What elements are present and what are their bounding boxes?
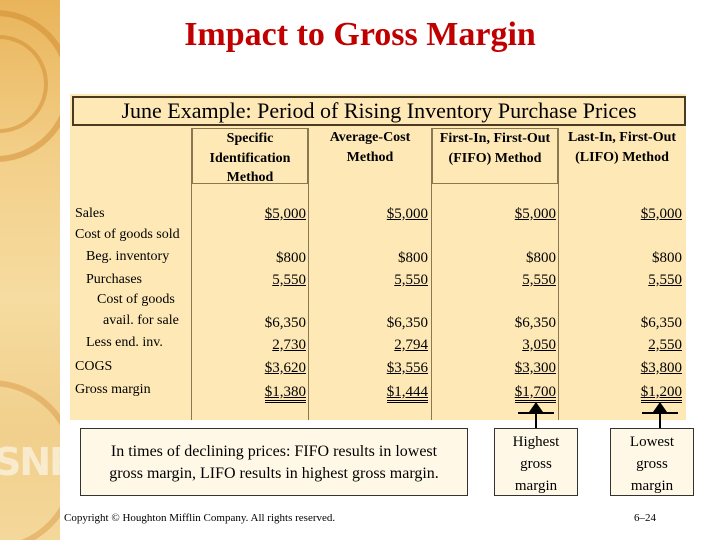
cell-beg-inv-fifo: $800	[526, 250, 556, 266]
row-label-cost-avail-1: Cost of goods	[97, 292, 175, 307]
cell-cost-avail-average: $6,350	[386, 315, 428, 331]
cell-sales-lifo: $5,000	[640, 206, 682, 222]
cell-end-inv-fifo: 3,050	[522, 337, 556, 353]
cell-beg-inv-specific: $800	[276, 250, 306, 266]
cell-purchases-specific: 5,550	[272, 272, 306, 288]
column-divider	[191, 128, 192, 420]
slide-title: Impact to Gross Margin	[184, 16, 536, 53]
row-label-sales: Sales	[75, 206, 105, 221]
copyright: Copyright © Houghton Mifflin Company. Al…	[64, 512, 336, 524]
cell-sales-average: $5,000	[386, 206, 428, 222]
cell-cogs-average: $3,556	[386, 360, 428, 376]
arrow-up-icon	[653, 402, 667, 428]
column-header-fifo: First-In, First-Out (FIFO) Method	[432, 128, 558, 184]
cell-cogs-specific: $3,620	[264, 360, 306, 376]
cell-beg-inv-average: $800	[398, 250, 428, 266]
column-divider	[431, 128, 432, 420]
cell-purchases-average: 5,550	[394, 272, 428, 288]
row-label-cogs-header: Cost of goods sold	[75, 227, 180, 242]
row-label-cogs: COGS	[75, 359, 113, 374]
note-box: In times of declining prices: FIFO resul…	[80, 428, 468, 496]
row-label-beg-inventory: Beg. inventory	[86, 249, 170, 264]
callout-highest: Highest gross margin	[494, 428, 578, 496]
cell-gross-margin-lifo: $1,200	[608, 384, 682, 403]
cell-purchases-lifo: 5,550	[648, 272, 682, 288]
column-divider	[558, 128, 559, 420]
cell-end-inv-specific: 2,730	[272, 337, 306, 353]
column-header-average: Average-Cost Method	[312, 128, 428, 184]
decorative-side-art: SNR	[0, 0, 60, 540]
cell-cogs-fifo: $3,300	[514, 360, 556, 376]
callout-lowest: Lowest gross margin	[610, 428, 694, 496]
page-number: 6–24	[634, 512, 656, 524]
cell-end-inv-average: 2,794	[394, 337, 428, 353]
cell-sales-specific: $5,000	[264, 206, 306, 222]
cell-gross-margin-average: $1,444	[354, 384, 428, 403]
column-divider	[308, 128, 309, 420]
row-label-less-end-inv: Less end. inv.	[86, 335, 163, 350]
row-label-purchases: Purchases	[86, 272, 142, 287]
column-header-lifo: Last-In, First-Out (LIFO) Method	[560, 128, 684, 184]
cell-beg-inv-lifo: $800	[652, 250, 682, 266]
cell-gross-margin-specific: $1,380	[232, 384, 306, 403]
cell-sales-fifo: $5,000	[514, 206, 556, 222]
cell-cogs-lifo: $3,800	[640, 360, 682, 376]
cell-cost-avail-fifo: $6,350	[514, 315, 556, 331]
cell-end-inv-lifo: 2,550	[648, 337, 682, 353]
arrow-up-icon	[529, 402, 543, 428]
table-banner: June Example: Period of Rising Inventory…	[72, 96, 686, 126]
row-label-cost-avail-2: avail. for sale	[103, 313, 179, 328]
column-header-specific: Specific Identification Method	[192, 128, 308, 185]
cell-cost-avail-specific: $6,350	[264, 315, 306, 331]
cell-gross-margin-fifo: $1,700	[482, 384, 556, 403]
cell-purchases-fifo: 5,550	[522, 272, 556, 288]
cell-cost-avail-lifo: $6,350	[640, 315, 682, 331]
row-label-gross-margin: Gross margin	[75, 382, 151, 397]
